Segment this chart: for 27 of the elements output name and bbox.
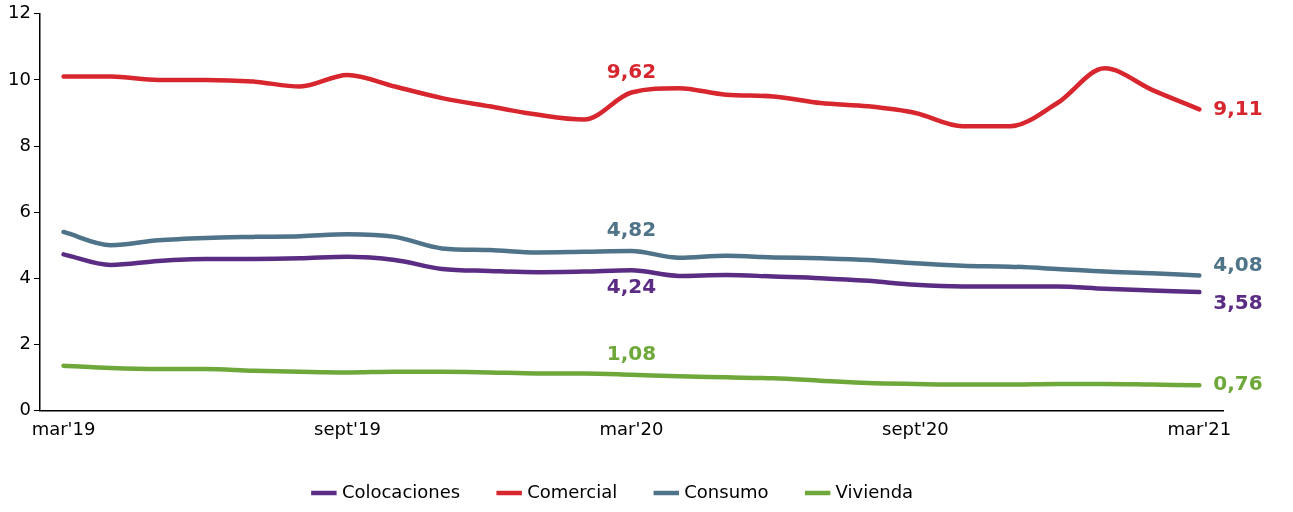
line-series xyxy=(61,66,1202,129)
data-label: 9,62 xyxy=(606,58,657,83)
data-label: 4,24 xyxy=(606,274,657,299)
y-tick-label: 4 xyxy=(19,265,31,287)
data-label: 4,08 xyxy=(1213,251,1263,276)
x-tick-label: sept'19 xyxy=(314,417,381,439)
data-label: 0,76 xyxy=(1213,371,1263,396)
data-label: 9,11 xyxy=(1213,95,1263,120)
legend-label: Vivienda xyxy=(835,480,914,502)
legend-label: Consumo xyxy=(684,480,769,502)
x-tick-label: mar'19 xyxy=(31,417,96,439)
data-label: 1,08 xyxy=(606,340,657,365)
y-tick-label: 12 xyxy=(8,1,31,23)
legend-label: Colocaciones xyxy=(341,480,461,502)
data-label: 3,58 xyxy=(1213,290,1263,315)
x-tick-label: mar'21 xyxy=(1167,417,1232,439)
line-series xyxy=(61,252,1202,295)
x-tick-label: sept'20 xyxy=(882,417,949,439)
y-tick-label: 6 xyxy=(19,199,31,221)
line-series xyxy=(61,363,1202,388)
y-tick-label: 2 xyxy=(19,331,31,353)
y-tick-label: 0 xyxy=(19,398,31,420)
legend-label: Comercial xyxy=(527,480,618,502)
y-tick-label: 8 xyxy=(19,133,31,155)
data-label: 4,82 xyxy=(606,217,657,242)
y-tick-label: 10 xyxy=(8,67,31,89)
x-tick-label: mar'20 xyxy=(599,417,664,439)
